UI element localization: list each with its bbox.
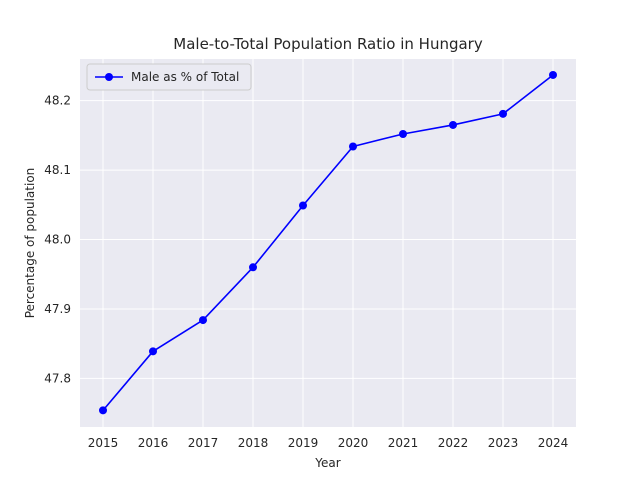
chart-title: Male-to-Total Population Ratio in Hungar…	[173, 35, 483, 53]
y-tick-label: 48.0	[44, 233, 71, 247]
legend-marker-swatch	[105, 73, 113, 81]
data-point-marker	[399, 129, 407, 138]
x-tick-label: 2015	[88, 436, 119, 450]
data-point-marker	[249, 263, 257, 272]
data-point-marker	[99, 406, 107, 415]
legend-label: Male as % of Total	[131, 70, 239, 84]
x-tick-label: 2021	[388, 436, 419, 450]
x-tick-label: 2019	[288, 436, 319, 450]
y-tick-label: 47.8	[44, 371, 71, 385]
x-tick-label: 2017	[188, 436, 219, 450]
grid-lines	[80, 59, 576, 427]
data-point-marker	[349, 142, 357, 151]
x-tick-label: 2020	[338, 436, 369, 450]
data-point-marker	[299, 201, 307, 210]
x-tick-label: 2022	[438, 436, 469, 450]
series-line	[102, 74, 554, 411]
data-point-marker	[549, 70, 557, 79]
y-tick-labels: 47.8 47.9 48.0 48.1 48.2	[44, 94, 71, 386]
plot-area	[80, 59, 576, 427]
y-tick-label: 48.2	[44, 94, 71, 108]
y-axis-label: Percentage of population	[23, 168, 37, 319]
legend-box	[86, 63, 252, 91]
y-tick-label: 48.1	[44, 163, 71, 177]
y-tick-label: 47.9	[44, 302, 71, 316]
x-tick-labels: 2015 2016 2017 2018 2019 2020 2021 2022 2023 2024	[88, 436, 569, 450]
data-point-marker	[449, 120, 457, 129]
x-tick-label: 2016	[138, 436, 169, 450]
data-point-marker	[199, 316, 207, 325]
x-axis-label: Year	[314, 456, 340, 470]
x-tick-label: 2023	[488, 436, 519, 450]
legend: Male as % of Total	[86, 63, 252, 91]
x-tick-label: 2018	[238, 436, 269, 450]
x-tick-label: 2024	[538, 436, 569, 450]
series-group	[99, 70, 557, 415]
data-point-marker	[499, 109, 507, 118]
data-point-marker	[149, 347, 157, 356]
